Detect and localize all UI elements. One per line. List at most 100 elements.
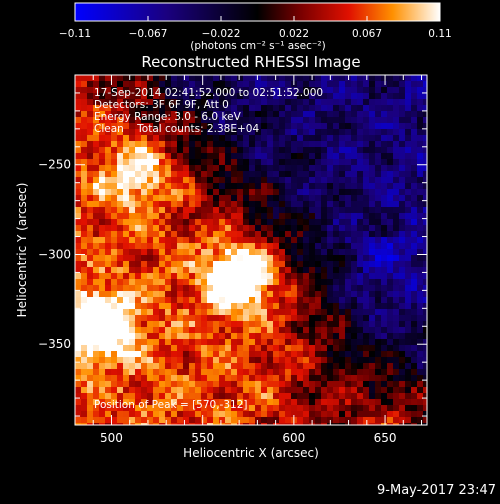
heatmap-cell	[393, 339, 400, 346]
heatmap-cell	[249, 129, 256, 136]
heatmap-cell	[159, 387, 166, 394]
heatmap-cell	[225, 315, 232, 322]
heatmap-cell	[111, 165, 118, 172]
heatmap-cell	[237, 315, 244, 322]
heatmap-cell	[135, 147, 142, 154]
heatmap-cell	[255, 267, 262, 274]
heatmap-cell	[297, 135, 304, 142]
heatmap-cell	[405, 75, 412, 82]
heatmap-cell	[123, 219, 130, 226]
heatmap-cell	[279, 357, 286, 364]
heatmap-cell	[111, 117, 118, 124]
heatmap-cell	[81, 213, 88, 220]
heatmap-cell	[105, 141, 112, 148]
heatmap-cell	[93, 207, 100, 214]
heatmap-cell	[153, 231, 160, 238]
heatmap-cell	[183, 267, 190, 274]
heatmap-cell	[255, 351, 262, 358]
heatmap-cell	[219, 183, 226, 190]
heatmap-cell	[381, 297, 388, 304]
heatmap-cell	[225, 255, 232, 262]
heatmap-cell	[81, 75, 88, 82]
heatmap-cell	[219, 399, 226, 406]
heatmap-cell	[249, 93, 256, 100]
heatmap-cell	[75, 261, 82, 268]
heatmap-cell	[129, 303, 136, 310]
heatmap-cell	[309, 123, 316, 130]
heatmap-cell	[81, 99, 88, 106]
heatmap-cell	[99, 231, 106, 238]
heatmap-cell	[369, 357, 376, 364]
heatmap-cell	[345, 327, 352, 334]
heatmap-cell	[135, 195, 142, 202]
heatmap-cell	[267, 81, 274, 88]
heatmap-cell	[117, 381, 124, 388]
heatmap-cell	[297, 147, 304, 154]
heatmap-cell	[129, 123, 136, 130]
heatmap-cell	[105, 111, 112, 118]
heatmap-cell	[141, 417, 148, 424]
heatmap-cell	[171, 255, 178, 262]
heatmap-cell	[393, 369, 400, 376]
heatmap-cell	[255, 399, 262, 406]
heatmap-cell	[411, 411, 418, 418]
heatmap-cell	[351, 153, 358, 160]
heatmap-cell	[333, 111, 340, 118]
heatmap-cell	[111, 333, 118, 340]
heatmap-cell	[351, 315, 358, 322]
heatmap-cell	[129, 189, 136, 196]
heatmap-cell	[309, 153, 316, 160]
heatmap-cell	[369, 285, 376, 292]
heatmap-cell	[99, 117, 106, 124]
heatmap-cell	[261, 255, 268, 262]
heatmap-cell	[111, 87, 118, 94]
heatmap-cell	[111, 285, 118, 292]
heatmap-cell	[339, 351, 346, 358]
heatmap-cell	[387, 219, 394, 226]
heatmap-cell	[411, 117, 418, 124]
heatmap-cell	[117, 279, 124, 286]
heatmap-cell	[129, 261, 136, 268]
heatmap-cell	[345, 273, 352, 280]
heatmap-cell	[213, 255, 220, 262]
heatmap-cell	[345, 189, 352, 196]
heatmap-cell	[351, 255, 358, 262]
heatmap-cell	[141, 117, 148, 124]
heatmap-cell	[387, 189, 394, 196]
heatmap-cell	[309, 219, 316, 226]
heatmap-cell	[111, 183, 118, 190]
heatmap-cell	[147, 93, 154, 100]
heatmap-cell	[171, 321, 178, 328]
heatmap-cell	[123, 411, 130, 418]
heatmap-cell	[105, 81, 112, 88]
heatmap-cell	[81, 195, 88, 202]
heatmap-cell	[423, 375, 427, 382]
heatmap-cell	[285, 345, 292, 352]
heatmap-cell	[411, 405, 418, 412]
heatmap-cell	[141, 309, 148, 316]
heatmap-cell	[273, 291, 280, 298]
heatmap-cell	[147, 339, 154, 346]
heatmap-cell	[369, 117, 376, 124]
heatmap-cell	[135, 381, 142, 388]
heatmap-cell	[213, 117, 220, 124]
heatmap-cell	[135, 87, 142, 94]
heatmap-cell	[219, 171, 226, 178]
heatmap-cell	[333, 171, 340, 178]
heatmap-cell	[339, 363, 346, 370]
heatmap-cell	[219, 363, 226, 370]
heatmap-cell	[273, 273, 280, 280]
heatmap-cell	[231, 189, 238, 196]
heatmap-cell	[423, 153, 427, 160]
heatmap-cell	[123, 141, 130, 148]
heatmap-cell	[237, 273, 244, 280]
heatmap-cell	[177, 207, 184, 214]
heatmap-cell	[273, 399, 280, 406]
heatmap-cell	[213, 297, 220, 304]
heatmap-cell	[291, 165, 298, 172]
heatmap-cell	[129, 231, 136, 238]
heatmap-cell	[417, 189, 424, 196]
heatmap-cell	[135, 171, 142, 178]
heatmap-cell	[411, 201, 418, 208]
heatmap-cell	[267, 165, 274, 172]
